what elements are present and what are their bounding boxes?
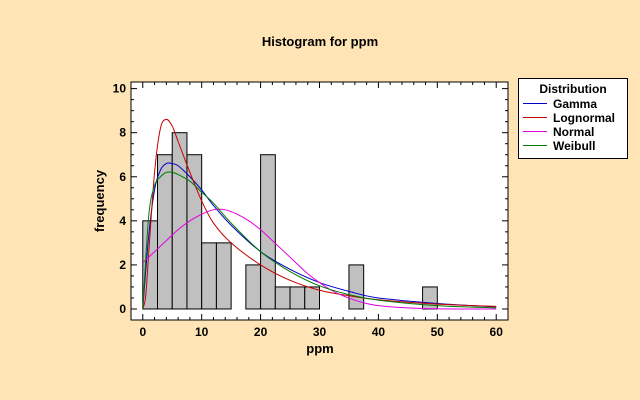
x-tick-label: 40 [372,325,386,339]
x-tick-label: 0 [139,325,146,339]
y-tick-label: 4 [119,214,126,228]
x-tick-label: 60 [490,325,504,339]
legend-swatch [523,145,547,146]
histogram-bar [245,264,262,310]
legend-label: Normal [553,125,595,139]
legend-item-normal: Normal [523,125,625,139]
legend-swatch [523,131,547,132]
x-tick-label: 50 [431,325,445,339]
y-tick-label: 0 [119,302,126,316]
legend-swatch [523,117,547,118]
histogram-bar [215,242,232,310]
x-axis: 0 10 20 30 40 50 60 [139,82,503,339]
y-tick-label: 8 [119,126,126,140]
y-tick-label: 10 [113,82,127,96]
x-tick-label: 30 [313,325,327,339]
legend-label: Gamma [553,97,598,111]
fit-curve-weibull [142,171,497,310]
fit-curves-group [142,118,497,310]
histogram-bar [289,286,306,310]
legend-item-gamma: Gamma [523,97,625,111]
x-axis-title: ppm [306,341,333,356]
legend-swatch [523,103,547,104]
legend: Distribution Gamma Lognormal Normal Weibull [518,78,628,159]
chart-title: Histogram for ppm [262,34,378,49]
legend-label: Weibull [553,139,596,153]
legend-item-weibull: Weibull [523,139,625,153]
y-axis-title: frequency [92,169,107,232]
y-tick-label: 2 [119,258,126,272]
y-tick-label: 6 [119,170,126,184]
x-tick-label: 10 [195,325,209,339]
legend-item-lognormal: Lognormal [523,111,625,125]
fit-curve-lognormal [142,118,497,310]
y-axis: 0 2 4 6 8 10 [113,82,508,316]
legend-label: Lognormal [553,111,615,125]
x-tick-label: 20 [254,325,268,339]
histogram-bar [186,154,203,310]
fit-curve-normal [142,208,497,310]
histogram-bar [304,286,320,310]
histogram-bar [201,242,217,310]
histogram-bar [274,286,291,310]
legend-title: Distribution [539,82,607,96]
histogram-bar [260,154,276,310]
